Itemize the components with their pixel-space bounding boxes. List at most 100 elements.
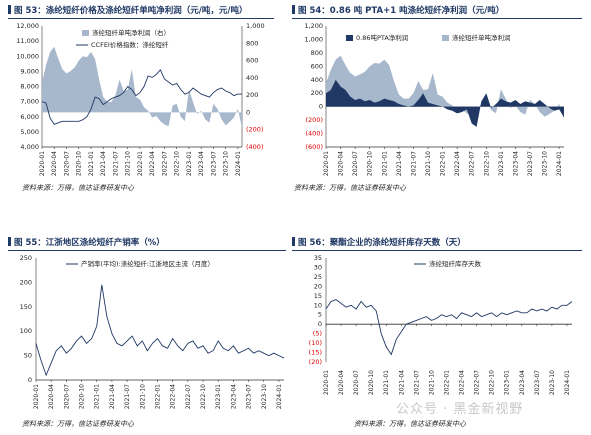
inventory-days-line xyxy=(325,299,573,356)
watermark: 公众号 · 黑金新视野 xyxy=(396,402,524,417)
x-tick-label: 2020-07 xyxy=(63,384,70,409)
y-tick-label: 50 xyxy=(24,352,32,360)
x-tick-label: 2020-10 xyxy=(79,384,86,409)
y-left-tick-label: 8,000 xyxy=(20,83,39,91)
x-tick-label: 2022-01 xyxy=(154,384,161,409)
legend-label: CCFEI价格指数：涤纶短纤 xyxy=(91,40,169,49)
y-right-tick-label: 1,000 xyxy=(246,22,265,30)
y-tick-label: (5) xyxy=(313,330,322,338)
x-tick-label: 2020-10 xyxy=(368,370,375,395)
y-tick-label: (20) xyxy=(309,358,322,366)
y-tick-label: 30 xyxy=(314,263,322,271)
x-tick-label: 2021-07 xyxy=(413,370,420,395)
y-tick-label: 200 xyxy=(311,89,323,97)
x-tick-label: 2023-04 xyxy=(512,151,519,176)
chart-panel-55: 图 55：江浙地区涤纶短纤产销率（%） 2020-01 2020-04 2020-0… xyxy=(8,236,290,432)
x-tick-label: 2020-01 xyxy=(323,151,330,176)
x-tick-label: 2023-07 xyxy=(210,151,217,176)
x-tick-label: 2021-01 xyxy=(88,151,95,176)
x-tick-label: 2022-04 xyxy=(459,370,466,395)
y-tick-label: 600 xyxy=(311,62,323,70)
pta-profit-area xyxy=(326,79,564,127)
x-tick-label: 2021-04 xyxy=(109,384,116,409)
y-right-tick-label: (200) xyxy=(246,126,263,134)
x-tick-label: 2020-04 xyxy=(48,384,55,409)
x-tick-label: 2020-07 xyxy=(352,151,359,176)
profit-area xyxy=(42,46,242,128)
x-tick-label: 2022-04 xyxy=(454,151,461,176)
x-tick-label: 2023-01 xyxy=(498,151,505,176)
chart-panel-54: 图 54：0.86 吨 PTA+1 吨涤纶短纤净利润（元/吨） 2020-01 2… xyxy=(292,4,586,194)
y-left-tick-label: 10,000 xyxy=(16,52,39,60)
x-tick-label: 2021-01 xyxy=(94,384,101,409)
x-tick-label: 2021-07 xyxy=(112,151,119,176)
x-tick-label: 2023-07 xyxy=(527,151,534,176)
x-tick-label: 2020-04 xyxy=(338,151,345,176)
x-tick-label: 2020-01 xyxy=(39,151,46,176)
y-tick-label: 200 xyxy=(20,278,32,286)
y-tick-label: 0 xyxy=(28,376,32,384)
y-left-tick-label: 4,000 xyxy=(20,143,39,151)
y-tick-label: 35 xyxy=(314,254,322,262)
y-tick-label: 0 xyxy=(318,320,322,328)
x-tick-label: 2024-01 xyxy=(564,370,571,395)
y-tick-label: 1,000 xyxy=(304,35,323,43)
x-tick-label: 2022-01 xyxy=(443,370,450,395)
y-tick-label: 25 xyxy=(314,273,322,281)
x-tick-label: 2021-10 xyxy=(428,370,435,395)
y-tick-label: (400) xyxy=(306,130,323,138)
x-tick-label: 2022-10 xyxy=(174,151,181,176)
price-line xyxy=(41,69,242,125)
source-note: 资料来源：万得，信达证券研发中心 xyxy=(294,184,406,192)
y-left-tick-label: 6,000 xyxy=(20,113,39,121)
x-tick-label: 2023-10 xyxy=(542,151,549,176)
x-tick-label: 2022-01 xyxy=(137,151,144,176)
x-tick-label: 2023-01 xyxy=(215,384,222,409)
x-tick-label: 2020-04 xyxy=(51,151,58,176)
x-tick-label: 2021-07 xyxy=(410,151,417,176)
x-tick-label: 2022-07 xyxy=(474,370,481,395)
x-tick-label: 2020-07 xyxy=(63,151,70,176)
x-tick-label: 2021-04 xyxy=(100,151,107,176)
y-right-tick-label: 0 xyxy=(246,108,250,116)
sales-rate-line xyxy=(35,284,285,377)
x-tick-label: 2022-10 xyxy=(483,151,490,176)
chart-panel-56: 图 56：聚酯企业的涤纶短纤库存天数（天） (20) (15) (10) (5) 0 5 1… xyxy=(292,236,586,432)
x-tick-label: 2021-10 xyxy=(425,151,432,176)
x-tick-label: 2021-10 xyxy=(125,151,132,176)
source-note: 资料来源：万得，信达证券研发中心 xyxy=(22,420,134,428)
legend-swatch xyxy=(346,35,353,41)
x-tick-label: 2020-01 xyxy=(323,370,330,395)
chart-55-svg: 2020-01 2020-04 2020-07 2020-10 2021-01 2021-… xyxy=(20,254,285,409)
chart-title: 图 54：0.86 吨 PTA+1 吨涤纶短纤净利润（元/吨） xyxy=(292,4,504,16)
y-tick-label: 15 xyxy=(314,292,322,300)
y-tick-label: (200) xyxy=(306,116,323,124)
chart-53-svg: 2020-01 2020-04 2020-07 2020-10 2021-01 2021-… xyxy=(16,22,265,176)
y-left-tick-label: 11,000 xyxy=(16,37,39,45)
y-tick-label: (10) xyxy=(309,339,322,347)
y-right-tick-label: 400 xyxy=(246,74,258,82)
legend-swatch xyxy=(442,35,449,41)
x-tick-label: 2022-01 xyxy=(440,151,447,176)
y-right-tick-label: (400) xyxy=(246,143,263,151)
x-tick-label: 2022-10 xyxy=(200,384,207,409)
y-right-tick-label: 600 xyxy=(246,57,258,65)
y-tick-label: 400 xyxy=(311,76,323,84)
y-left-tick-label: 9,000 xyxy=(20,67,39,75)
x-tick-label: 2020-10 xyxy=(367,151,374,176)
x-tick-label: 2024-01 xyxy=(556,151,563,176)
chart-panel-53: 图 53：涤纶短纤价格及涤纶短纤单吨净利润（元/吨，元/吨） 2020-01 20… xyxy=(8,4,278,194)
y-tick-label: 150 xyxy=(20,303,32,311)
x-tick-label: 2023-07 xyxy=(534,370,541,395)
x-tick-label: 2020-01 xyxy=(33,384,40,409)
x-tick-label: 2021-01 xyxy=(381,151,388,176)
chart-title: 图 56：聚酯企业的涤纶短纤库存天数（天） xyxy=(292,236,466,248)
source-note: 资料来源：万得，信达证券研发中心 xyxy=(22,184,134,192)
chart-54-svg: 2020-01 2020-04 2020-07 2020-10 2021-01 2021-… xyxy=(304,22,565,176)
x-tick-label: 2021-01 xyxy=(383,370,390,395)
legend-swatch xyxy=(82,30,89,36)
x-tick-label: 2024-01 xyxy=(276,384,283,409)
y-tick-label: 5 xyxy=(318,311,322,319)
x-tick-label: 2022-04 xyxy=(149,151,156,176)
x-tick-label: 2023-04 xyxy=(519,370,526,395)
